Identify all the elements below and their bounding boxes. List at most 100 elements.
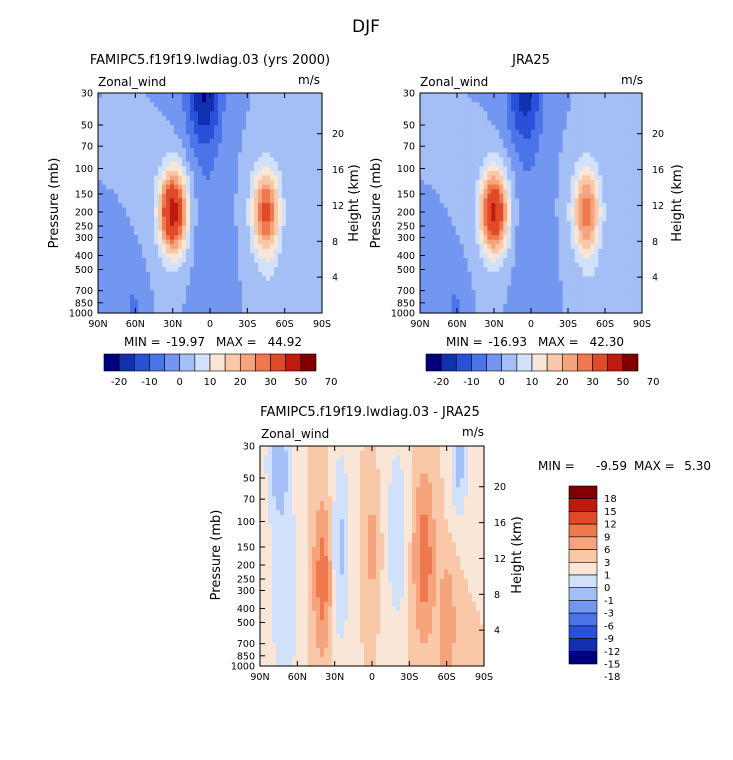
contour-cell [254,230,259,236]
contour-cell [542,294,548,300]
contour-cell [574,280,580,287]
contour-cell [562,120,568,126]
contour-cell [174,180,179,186]
contour-cell [427,170,433,177]
contour-cell [463,97,469,103]
contour-cell [102,212,107,218]
contour-cell [158,258,163,264]
contour-cell [146,180,151,186]
contour-cell [523,221,528,227]
contour-cell [503,175,508,181]
contour-cell [198,225,203,232]
contour-cell [138,152,143,158]
contour-cell [134,189,139,195]
contour-cell [234,161,239,167]
contour-cell [314,125,319,131]
contour-cell [142,258,147,264]
contour-cell [294,225,299,232]
contour-cell [519,235,524,241]
contour-cell [310,207,315,213]
colorbar-label: 70 [325,377,338,388]
contour-cell [471,303,477,310]
contour-cell [166,166,171,172]
contour-cell [110,120,115,126]
contour-cell [427,138,433,145]
contour-cell [242,235,247,241]
contour-cell [278,170,283,177]
contour-cell [270,93,275,99]
contour-cell [562,115,568,122]
contour-cell [218,152,223,158]
contour-cell [467,157,473,163]
contour-cell [423,253,429,259]
contour-cell [250,299,255,305]
contour-cell [202,157,207,163]
contour-cell [570,175,576,181]
contour-cell [531,134,536,140]
contour-cell [278,230,283,236]
contour-cell [158,203,163,209]
contour-cell [122,102,127,108]
contour-cell [290,138,295,145]
contour-cell [586,184,592,190]
contour-cell [443,276,449,282]
contour-cell [499,280,504,287]
contour-cell [594,157,599,163]
contour-cell [507,262,512,268]
contour-cell [479,290,485,296]
contour-cell [586,239,592,245]
contour-cell [594,180,599,186]
contour-cell [519,212,524,218]
contour-cell [431,115,437,122]
contour-cell [166,267,171,273]
contour-cell [178,216,183,222]
contour-cell [491,143,496,149]
contour-cell [286,248,291,255]
contour-cell [262,230,267,236]
contour-cell [546,120,552,126]
contour-cell [515,193,520,200]
contour-cell [142,294,147,300]
contour-cell [523,239,528,245]
contour-cell [542,308,548,314]
contour-cell [294,170,299,177]
contour-cell [546,258,552,264]
contour-cell [126,129,131,135]
contour-cell [178,170,183,177]
contour-cell [459,198,465,204]
contour-cell [479,235,485,241]
contour-cell [542,216,548,222]
contour-cell [270,180,275,186]
contour-cell [194,93,199,99]
contour-cell [302,157,307,163]
contour-cell [230,271,235,277]
contour-cell [318,207,323,213]
contour-cell [114,253,119,259]
contour-cell [102,184,107,190]
contour-cell [114,271,119,277]
contour-cell [542,157,548,163]
contour-cell [122,166,127,172]
contour-cell [158,239,163,245]
contour-cell [534,262,540,268]
contour-cell [178,207,183,213]
contour-cell [258,180,263,186]
contour-cell [158,308,163,314]
contour-cell [214,161,219,167]
contour-cell [487,129,492,135]
contour-cell [106,198,111,204]
contour-cell [226,276,231,282]
contour-cell [130,170,135,177]
contour-cell [302,285,307,291]
contour-cell [447,239,453,245]
contour-cell [218,299,223,305]
contour-cell [254,308,259,314]
contour-cell [562,303,568,310]
contour-cell [515,235,520,241]
contour-cell [134,115,139,122]
contour-cell [294,212,299,218]
contour-cell [258,262,263,268]
contour-cell [250,253,255,259]
contour-cell [146,239,151,245]
contour-cell [471,134,477,140]
